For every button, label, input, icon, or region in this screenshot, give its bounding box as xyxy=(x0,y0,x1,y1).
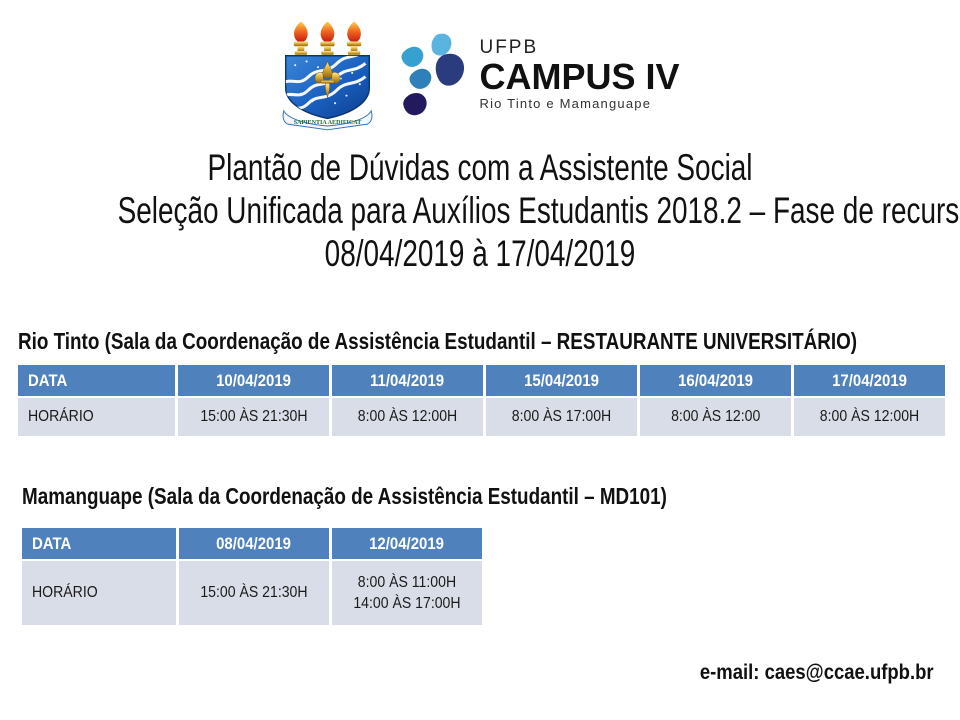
table-row: HORÁRIO 15:00 ÀS 21:30H 8:00 ÀS 12:00H 8… xyxy=(18,398,945,436)
table-header-cell: DATA xyxy=(18,365,175,396)
table-header-cell: DATA xyxy=(22,528,176,559)
schedule-table-mamanguape: DATA 08/04/2019 12/04/2019 HORÁRIO 15:00… xyxy=(19,526,485,627)
table-cell: 8:00 ÀS 17:00H xyxy=(486,398,637,436)
table-header-cell: 17/04/2019 xyxy=(794,365,945,396)
table-cell: HORÁRIO xyxy=(18,398,175,436)
schedule-table-rio-tinto: DATA 10/04/2019 11/04/2019 15/04/2019 16… xyxy=(15,363,948,438)
table-header-cell: 11/04/2019 xyxy=(332,365,483,396)
table-header-row: DATA 08/04/2019 12/04/2019 xyxy=(22,528,482,559)
table-header-cell: 10/04/2019 xyxy=(178,365,329,396)
section-heading-rio-tinto: Rio Tinto (Sala da Coordenação de Assist… xyxy=(18,328,960,355)
table-cell: HORÁRIO xyxy=(22,561,176,625)
title-line-1: Plantão de Dúvidas com a Assistente Soci… xyxy=(207,147,753,188)
section-heading-mamanguape-text: Mamanguape (Sala da Coordenação de Assis… xyxy=(22,483,667,509)
ufpb-coat-of-arms-icon: SAPIENTIA AEDIFICAT xyxy=(283,21,373,131)
table-header-cell: 08/04/2019 xyxy=(179,528,329,559)
table-header-cell: 12/04/2019 xyxy=(332,528,482,559)
campus-logo-subtitle: Rio Tinto e Mamanguape xyxy=(479,96,652,111)
table-cell: 15:00 ÀS 21:30H xyxy=(179,561,329,625)
table-row: HORÁRIO 15:00 ÀS 21:30H 8:00 ÀS 11:00H 1… xyxy=(22,561,482,625)
campus-blobs-icon xyxy=(401,33,465,116)
coat-of-arms-motto: SAPIENTIA AEDIFICAT xyxy=(294,120,362,126)
campus-logo-text: UFPB CAMPUS IV Rio Tinto e Mamanguape xyxy=(479,38,679,112)
table-cell: 8:00 ÀS 12:00 xyxy=(640,398,791,436)
table-header-row: DATA 10/04/2019 11/04/2019 15/04/2019 16… xyxy=(18,365,945,396)
contact-email-text: e-mail: caes@ccae.ufpb.br xyxy=(700,661,934,684)
table-header-cell: 16/04/2019 xyxy=(640,365,791,396)
section-heading-mamanguape: Mamanguape (Sala da Coordenação de Assis… xyxy=(22,483,808,510)
campus-logo-title: CAMPUS IV xyxy=(479,56,680,97)
title-line-3: 08/04/2019 à 17/04/2019 xyxy=(324,233,636,274)
campus-iv-logo: UFPB CAMPUS IV Rio Tinto e Mamanguape xyxy=(395,30,680,120)
table-header-cell: 15/04/2019 xyxy=(486,365,637,396)
table-cell: 8:00 ÀS 12:00H xyxy=(794,398,945,436)
table-cell: 8:00 ÀS 12:00H xyxy=(332,398,483,436)
table-cell: 8:00 ÀS 11:00H 14:00 ÀS 17:00H xyxy=(332,561,482,625)
logo-row: SAPIENTIA AEDIFICAT UFPB CAMPUS IV Rio T… xyxy=(0,18,960,143)
section-heading-rio-tinto-text: Rio Tinto (Sala da Coordenação de Assist… xyxy=(18,328,858,354)
page-title: Plantão de Dúvidas com a Assistente Soci… xyxy=(0,146,960,275)
table-cell: 15:00 ÀS 21:30H xyxy=(178,398,329,436)
title-line-2: Seleção Unificada para Auxílios Estudant… xyxy=(117,190,960,231)
contact-email: e-mail: caes@ccae.ufpb.br xyxy=(668,661,934,685)
campus-logo-ufpb: UFPB xyxy=(479,37,539,58)
